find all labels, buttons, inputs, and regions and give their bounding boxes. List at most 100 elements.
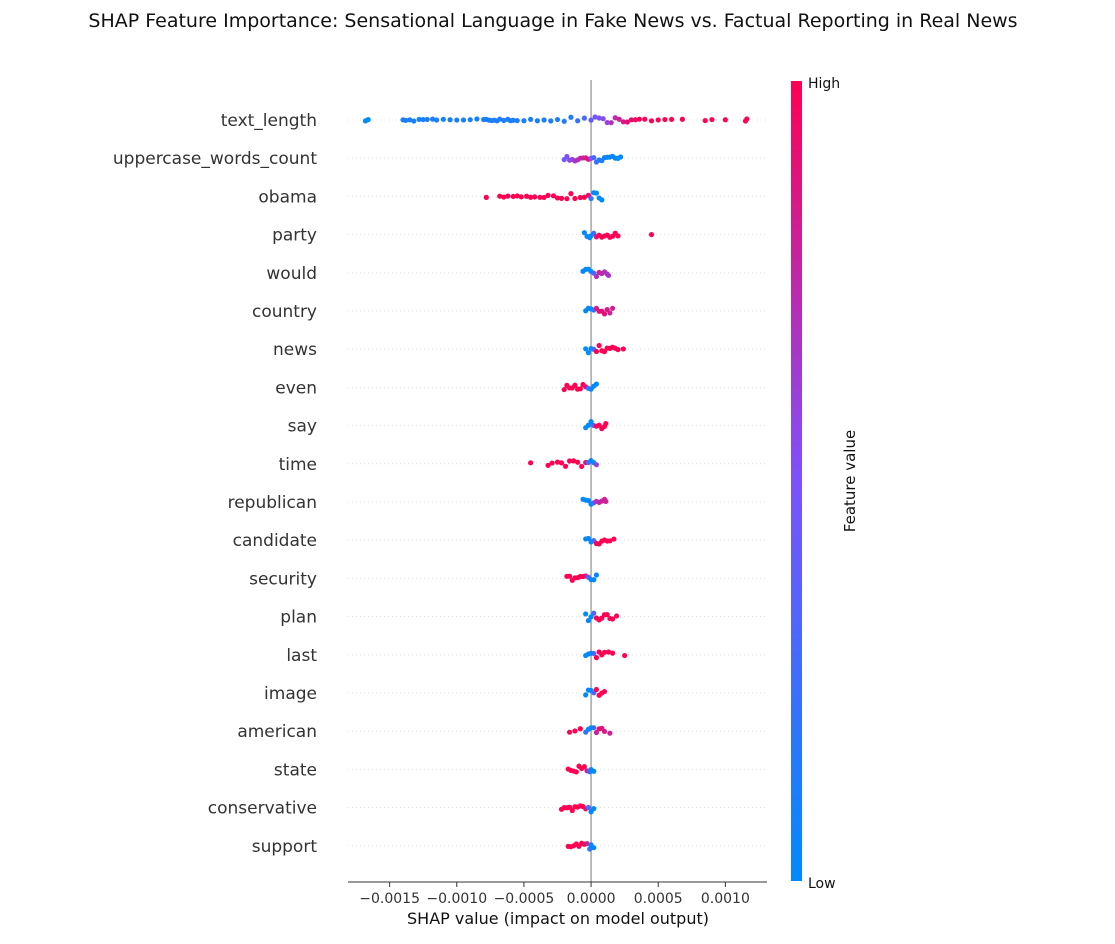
feature-label: say [288,417,317,437]
shap-point [532,194,538,200]
shap-point [550,193,557,199]
shap-point [424,116,430,123]
shap-point [591,230,597,236]
shap-point [616,116,622,122]
shap-point [615,346,621,353]
shap-point [554,116,561,123]
shap-point [568,114,574,120]
feature-label: party [272,226,317,246]
shap-point [615,233,621,239]
shap-point [581,115,587,121]
shap-point [599,197,605,203]
shap-point [591,650,597,657]
shap-point [545,462,551,468]
shap-point [554,459,561,465]
shap-point [662,116,668,123]
shap-point [541,194,547,201]
shap-point [628,117,634,123]
shap-point [528,116,534,122]
shap-point [601,349,608,355]
shap-point [483,194,489,200]
shap-point [709,116,715,123]
shap-point [514,118,520,124]
shap-point [411,118,417,124]
shap-point [564,196,570,202]
shap-point [642,116,648,122]
shap-point [537,194,543,200]
shap-point [524,193,530,199]
shap-point [572,195,578,202]
shap-point [548,118,554,124]
shap-point [528,460,534,466]
shap-point [585,497,591,504]
shap-point [577,726,583,732]
colorbar-axis-label: Feature value [841,430,859,532]
shap-point [593,655,600,661]
shap-point [587,846,593,852]
shap-point [588,614,594,620]
shap-point [601,688,608,695]
shap-point [501,117,507,123]
shap-point [588,418,594,425]
shap-point [541,117,547,123]
shap-point [583,346,589,352]
shap-point [591,845,597,851]
shap-point [577,386,583,392]
feature-label: last [286,646,317,666]
x-tick-label: −0.0005 [494,891,555,907]
colorbar-high-label: High [808,76,840,92]
shap-point [591,806,597,812]
shap-point [566,729,573,735]
shap-point [601,649,608,655]
shap-point [605,272,612,279]
shap-point [624,119,630,125]
shap-point [593,572,600,578]
shap-point [474,116,480,122]
shap-point [603,420,609,427]
feature-label: support [252,837,318,857]
shap-point [568,191,574,197]
shap-point [613,613,620,619]
chart-title: SHAP Feature Importance: Sensational Lan… [88,10,1017,32]
feature-label: uppercase_words_count [113,149,317,169]
x-tick-label: 0.0010 [701,891,750,907]
shap-point [416,116,422,123]
shap-point [447,117,453,123]
shap-point [564,153,570,160]
shap-point [454,117,460,123]
shap-point [518,194,524,200]
shap-point [593,686,600,693]
feature-label: candidate [233,531,317,551]
feature-label: security [249,569,317,589]
shap-point [648,118,655,124]
x-axis: −0.0015 −0.0010 −0.0005 0.0000 0.0005 0.0010 [348,881,767,907]
shap-point [579,463,585,470]
shap-point [549,460,555,466]
shap-point [744,116,750,122]
shap-point [593,462,600,468]
shap-point [514,193,520,199]
shap-point [609,616,616,622]
shap-point [575,118,581,124]
feature-label: obama [258,187,317,207]
shap-point [554,195,561,201]
shap-point [575,459,581,465]
shap-point [501,194,507,200]
shap-point [572,728,578,734]
shap-point [571,458,577,464]
shap-point [593,190,600,196]
x-tick-label: −0.0015 [359,891,420,907]
shap-point [591,577,597,583]
shap-point [440,116,446,122]
shap-point [669,116,675,122]
shap-point [581,194,587,200]
shap-point [545,192,551,198]
shap-point [510,193,516,200]
shap-point [528,194,534,200]
feature-label: american [237,722,317,742]
shap-point [562,463,569,469]
shap-point [648,231,655,238]
shap-point [620,119,626,125]
